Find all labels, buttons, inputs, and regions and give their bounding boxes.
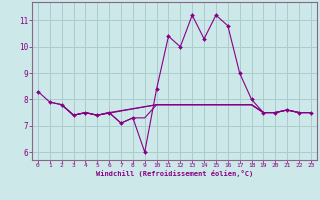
X-axis label: Windchill (Refroidissement éolien,°C): Windchill (Refroidissement éolien,°C) [96,170,253,177]
